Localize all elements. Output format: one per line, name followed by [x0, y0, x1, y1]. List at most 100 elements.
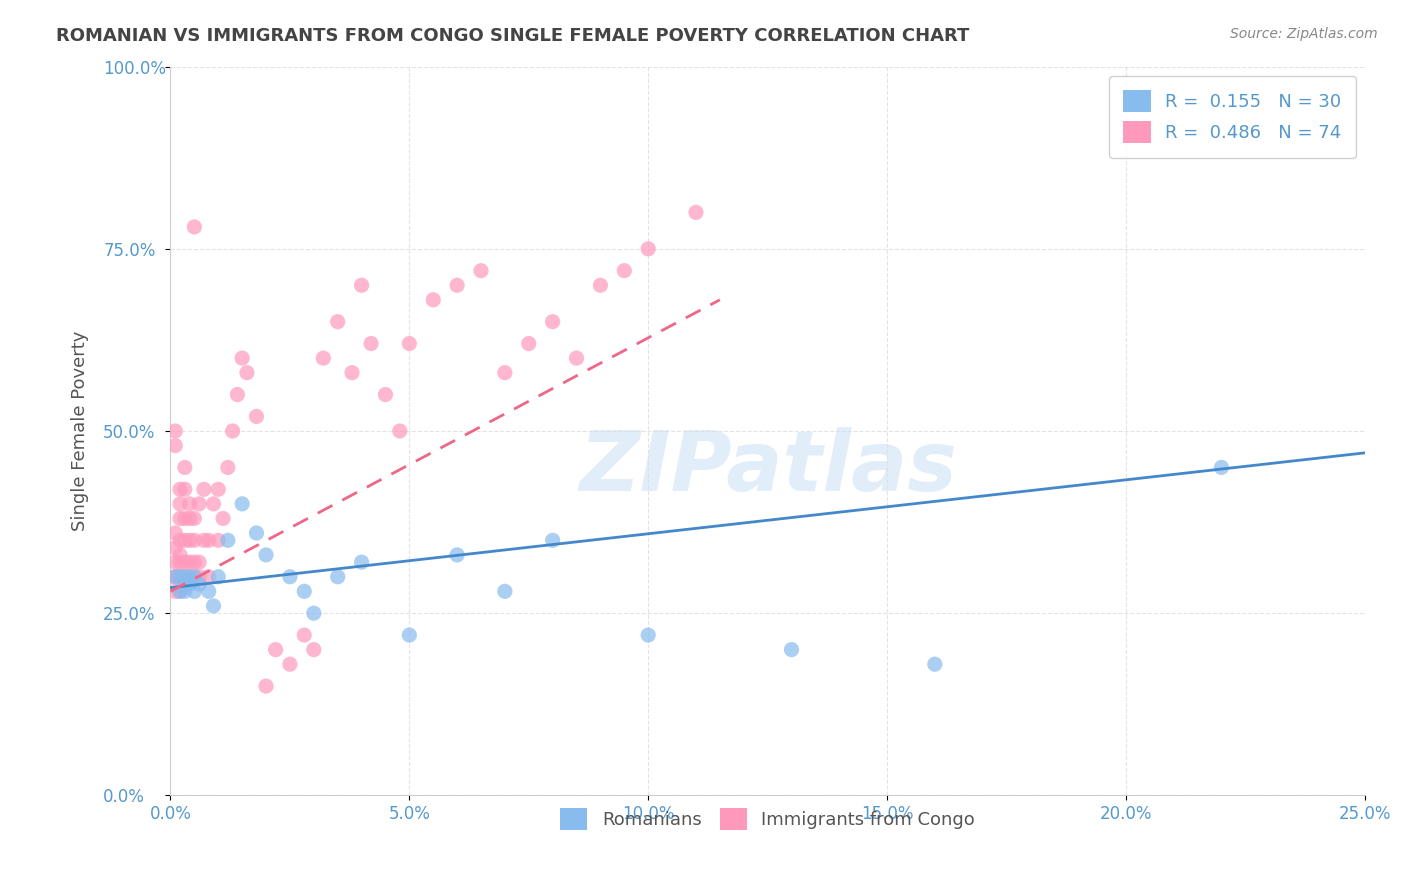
- Point: [245, 409, 267, 424]
- Point: [165, 570, 187, 584]
- Point: [202, 599, 225, 613]
- Point: [924, 657, 946, 672]
- Point: [207, 570, 229, 584]
- Point: [188, 555, 211, 569]
- Point: [470, 263, 492, 277]
- Point: [183, 570, 205, 584]
- Point: [169, 570, 191, 584]
- Point: [173, 511, 195, 525]
- Point: [398, 336, 420, 351]
- Point: [173, 570, 195, 584]
- Point: [388, 424, 411, 438]
- Point: [494, 584, 516, 599]
- Point: [360, 336, 382, 351]
- Point: [780, 642, 803, 657]
- Point: [231, 351, 253, 365]
- Point: [613, 263, 636, 277]
- Point: [173, 555, 195, 569]
- Point: [193, 483, 215, 497]
- Point: [179, 577, 201, 591]
- Point: [169, 570, 191, 584]
- Point: [292, 628, 315, 642]
- Point: [326, 570, 349, 584]
- Point: [183, 511, 205, 525]
- Point: [254, 679, 277, 693]
- Point: [179, 570, 201, 584]
- Point: [183, 570, 205, 584]
- Text: ROMANIAN VS IMMIGRANTS FROM CONGO SINGLE FEMALE POVERTY CORRELATION CHART: ROMANIAN VS IMMIGRANTS FROM CONGO SINGLE…: [56, 27, 970, 45]
- Point: [1211, 460, 1233, 475]
- Legend: Romanians, Immigrants from Congo: Romanians, Immigrants from Congo: [546, 794, 990, 845]
- Point: [212, 511, 235, 525]
- Point: [517, 336, 540, 351]
- Point: [236, 366, 259, 380]
- Point: [446, 278, 468, 293]
- Point: [207, 533, 229, 548]
- Point: [169, 533, 191, 548]
- Point: [179, 511, 201, 525]
- Point: [179, 497, 201, 511]
- Point: [278, 570, 301, 584]
- Point: [226, 387, 249, 401]
- Point: [637, 628, 659, 642]
- Point: [350, 555, 373, 569]
- Point: [422, 293, 444, 307]
- Point: [398, 628, 420, 642]
- Point: [188, 497, 211, 511]
- Point: [292, 584, 315, 599]
- Point: [202, 497, 225, 511]
- Point: [169, 483, 191, 497]
- Point: [541, 533, 564, 548]
- Point: [374, 387, 396, 401]
- Point: [221, 424, 243, 438]
- Point: [173, 483, 195, 497]
- Point: [326, 315, 349, 329]
- Point: [188, 570, 211, 584]
- Point: [312, 351, 335, 365]
- Point: [245, 526, 267, 541]
- Point: [183, 584, 205, 599]
- Point: [494, 366, 516, 380]
- Point: [207, 483, 229, 497]
- Point: [179, 570, 201, 584]
- Point: [197, 533, 219, 548]
- Point: [179, 533, 201, 548]
- Point: [173, 584, 195, 599]
- Point: [188, 577, 211, 591]
- Text: ZIPatlas: ZIPatlas: [579, 427, 956, 508]
- Point: [173, 570, 195, 584]
- Point: [173, 460, 195, 475]
- Point: [169, 555, 191, 569]
- Point: [169, 511, 191, 525]
- Point: [565, 351, 588, 365]
- Point: [165, 424, 187, 438]
- Point: [179, 555, 201, 569]
- Point: [165, 570, 187, 584]
- Text: Source: ZipAtlas.com: Source: ZipAtlas.com: [1230, 27, 1378, 41]
- Point: [165, 584, 187, 599]
- Point: [302, 606, 325, 620]
- Point: [165, 526, 187, 541]
- Point: [165, 570, 187, 584]
- Point: [173, 533, 195, 548]
- Point: [165, 541, 187, 555]
- Point: [193, 533, 215, 548]
- Point: [197, 584, 219, 599]
- Point: [197, 570, 219, 584]
- Point: [169, 548, 191, 562]
- Point: [165, 439, 187, 453]
- Point: [685, 205, 707, 219]
- Point: [264, 642, 287, 657]
- Point: [278, 657, 301, 672]
- Point: [169, 584, 191, 599]
- Point: [217, 460, 239, 475]
- Point: [446, 548, 468, 562]
- Point: [183, 555, 205, 569]
- Point: [169, 497, 191, 511]
- Y-axis label: Single Female Poverty: Single Female Poverty: [72, 331, 89, 532]
- Point: [217, 533, 239, 548]
- Point: [302, 642, 325, 657]
- Point: [637, 242, 659, 256]
- Point: [169, 570, 191, 584]
- Point: [541, 315, 564, 329]
